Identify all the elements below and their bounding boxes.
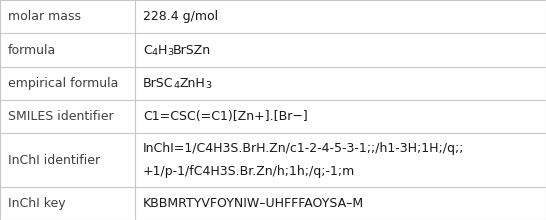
Text: SMILES identifier: SMILES identifier [8, 110, 114, 123]
Text: 4: 4 [174, 81, 180, 90]
Text: ZnH: ZnH [180, 77, 205, 90]
Text: C: C [143, 44, 152, 57]
Text: C1=CSC(=C1)[Zn+].[Br−]: C1=CSC(=C1)[Zn+].[Br−] [143, 110, 308, 123]
Text: +1/p-1/fC4H3S.Br.Zn/h;1h;/q;-1;m: +1/p-1/fC4H3S.Br.Zn/h;1h;/q;-1;m [143, 165, 355, 178]
Text: InChI=1/C4H3S.BrH.Zn/c1-2-4-5-3-1;;/h1-3H;1H;/q;;: InChI=1/C4H3S.BrH.Zn/c1-2-4-5-3-1;;/h1-3… [143, 142, 465, 155]
Text: 3: 3 [167, 48, 173, 57]
Text: InChI identifier: InChI identifier [8, 154, 100, 167]
Text: empirical formula: empirical formula [8, 77, 118, 90]
Text: InChI key: InChI key [8, 197, 66, 210]
Text: BrSC: BrSC [143, 77, 174, 90]
Text: H: H [158, 44, 167, 57]
Text: BrSZn: BrSZn [173, 44, 211, 57]
Text: molar mass: molar mass [8, 10, 81, 23]
Text: 4: 4 [152, 48, 158, 57]
Text: KBBMRTYVFOYNIW–UHFFFAOYSA–M: KBBMRTYVFOYNIW–UHFFFAOYSA–M [143, 197, 364, 210]
Text: 228.4 g/mol: 228.4 g/mol [143, 10, 218, 23]
Text: 3: 3 [205, 81, 211, 90]
Text: formula: formula [8, 44, 56, 57]
